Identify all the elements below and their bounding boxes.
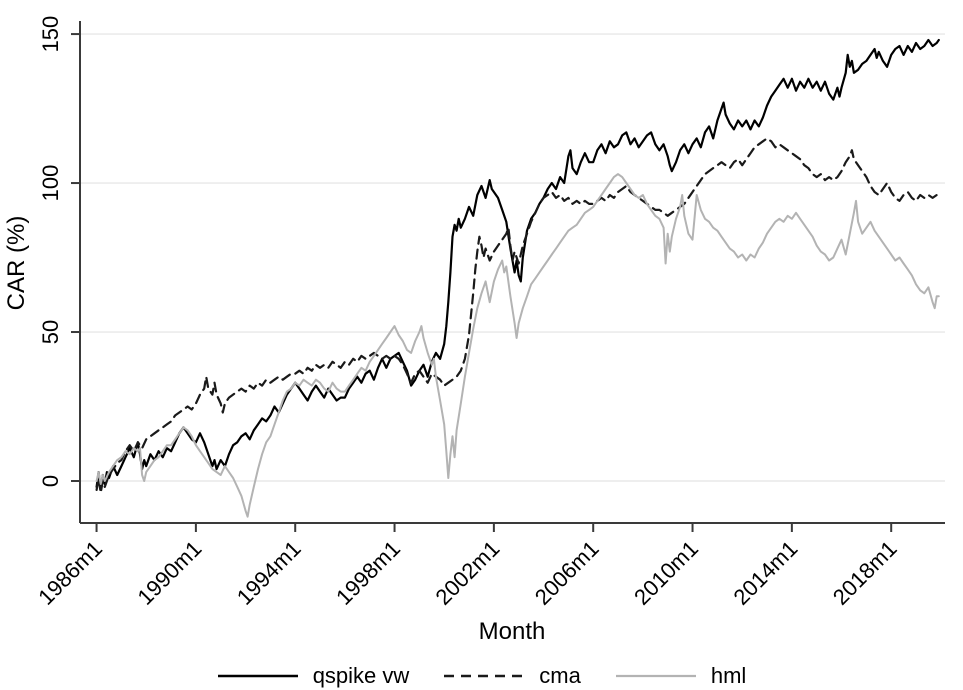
x-tick-label: 2010m1 xyxy=(629,536,703,610)
legend-item-qspike-vw: qspike vw xyxy=(217,663,410,688)
y-tick-label: 50 xyxy=(38,320,63,344)
x-tick-label: 1990m1 xyxy=(133,536,207,610)
legend-line-solid-black-icon xyxy=(217,674,298,678)
y-tick-label: 0 xyxy=(38,475,63,487)
series-line-qspike-vw xyxy=(95,38,940,491)
x-tick-label: 2002m1 xyxy=(431,536,505,610)
legend-line-dashed-icon xyxy=(444,674,525,678)
legend-label: cma xyxy=(539,663,581,688)
x-tick-label: 2018m1 xyxy=(828,536,902,610)
x-axis-title: Month xyxy=(479,618,546,645)
y-tick-label: 150 xyxy=(38,16,63,53)
series-line-cma xyxy=(95,137,940,494)
legend-item-hml: hml xyxy=(615,665,746,687)
legend-label: hml xyxy=(710,663,747,688)
y-tick-label: 100 xyxy=(38,165,63,202)
x-tick-label: 1994m1 xyxy=(232,536,306,610)
x-tick-label: 1998m1 xyxy=(331,536,405,610)
y-axis-title: CAR (%) xyxy=(3,216,30,311)
legend: qspike vw cma hml xyxy=(0,661,963,690)
series-line-hml xyxy=(95,173,940,518)
tick-labels: 0 50 100 150 1986m1 1990m1 1994m1 1998m1 2002m1 2… xyxy=(33,16,902,610)
x-tick-label: 2006m1 xyxy=(530,536,604,610)
gridlines xyxy=(80,33,945,482)
legend-line-solid-gray-icon xyxy=(615,674,696,678)
axes xyxy=(71,21,945,532)
x-tick-label: 1986m1 xyxy=(33,536,107,610)
x-tick-label: 2014m1 xyxy=(728,536,802,610)
legend-item-cma: cma xyxy=(443,665,581,687)
series-lines xyxy=(95,38,940,518)
legend-label: qspike vw xyxy=(312,663,410,688)
